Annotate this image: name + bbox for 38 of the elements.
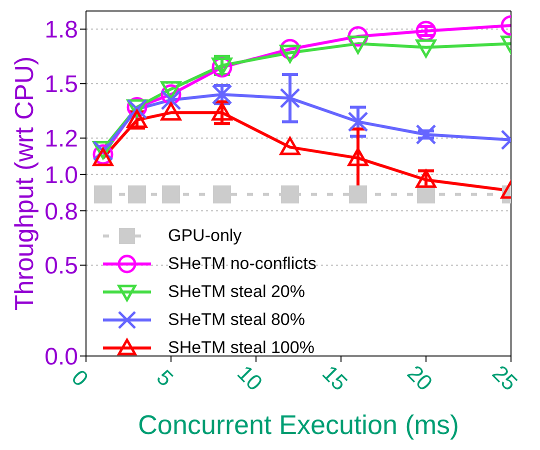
point [212, 102, 232, 121]
point [348, 112, 368, 132]
point [348, 148, 368, 166]
point [280, 136, 300, 156]
point [160, 90, 182, 110]
y-tick-label: 1.2 [44, 126, 78, 153]
point [349, 185, 367, 204]
y-tick-label: 1.0 [44, 162, 78, 189]
x-tick-label: 15 [317, 360, 352, 396]
point [416, 39, 436, 58]
point [160, 81, 182, 100]
point [160, 102, 182, 121]
legend-label: SHeTM steal 100% [168, 338, 314, 358]
x-axis-title: Concurrent Execution (ms) [138, 410, 460, 440]
x-tick-label: 10 [232, 360, 268, 396]
y-tick-label: 1.5 [44, 71, 78, 98]
legend-label: GPU-only [168, 226, 242, 246]
point [280, 44, 300, 64]
point [348, 36, 368, 54]
point [92, 148, 114, 166]
legend-label: SHeTM no-conflicts [168, 254, 316, 274]
y-tick-label: 0.5 [44, 252, 78, 280]
point [281, 185, 299, 204]
point [416, 20, 436, 42]
point [162, 185, 180, 204]
point [416, 124, 436, 145]
x-tick-label: 20 [402, 360, 438, 396]
point [94, 185, 112, 204]
legend-label: SHeTM steal 80% [168, 310, 305, 330]
y-tick-label: 1.8 [44, 16, 78, 44]
y-axis-title: Throughput (wrt CPU) [9, 56, 40, 311]
legend-label: SHeTM steal 20% [168, 282, 305, 302]
x-tick-label: 25 [487, 360, 522, 396]
point [213, 185, 231, 204]
x-tick-label: 5 [152, 364, 178, 392]
point [280, 88, 300, 108]
y-tick-label: 0.8 [44, 198, 78, 226]
point [128, 185, 146, 204]
